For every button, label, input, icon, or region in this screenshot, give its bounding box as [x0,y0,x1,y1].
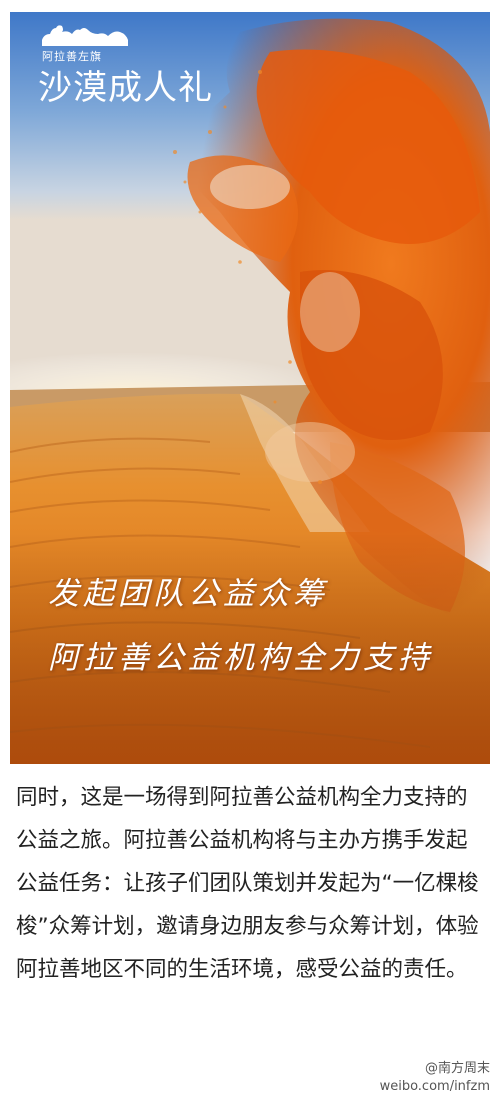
weibo-watermark: @南方周末 weibo.com/infzm [380,1060,490,1096]
slogan-line-1: 发起团队公益众筹 [48,576,328,612]
slogan-line-2: 阿拉善公益机构全力支持 [48,640,433,676]
watermark-url: weibo.com/infzm [379,1079,490,1094]
desert-sand-artwork [10,12,490,764]
camel-logo-icon [42,25,128,46]
article-paragraph: 同时，这是一场得到阿拉善公益机构全力支持的公益之旅。阿拉善公益机构将与主办方携手… [16,785,479,982]
watermark-name: @南方周末 [424,1061,490,1076]
poster-title: 沙漠成人礼 [38,68,213,108]
logo-text: 阿拉善左旗 [42,50,102,63]
poster-image: 阿拉善左旗 沙漠成人礼 发起团队公益众筹 阿拉善公益机构全力支持 [10,12,490,764]
